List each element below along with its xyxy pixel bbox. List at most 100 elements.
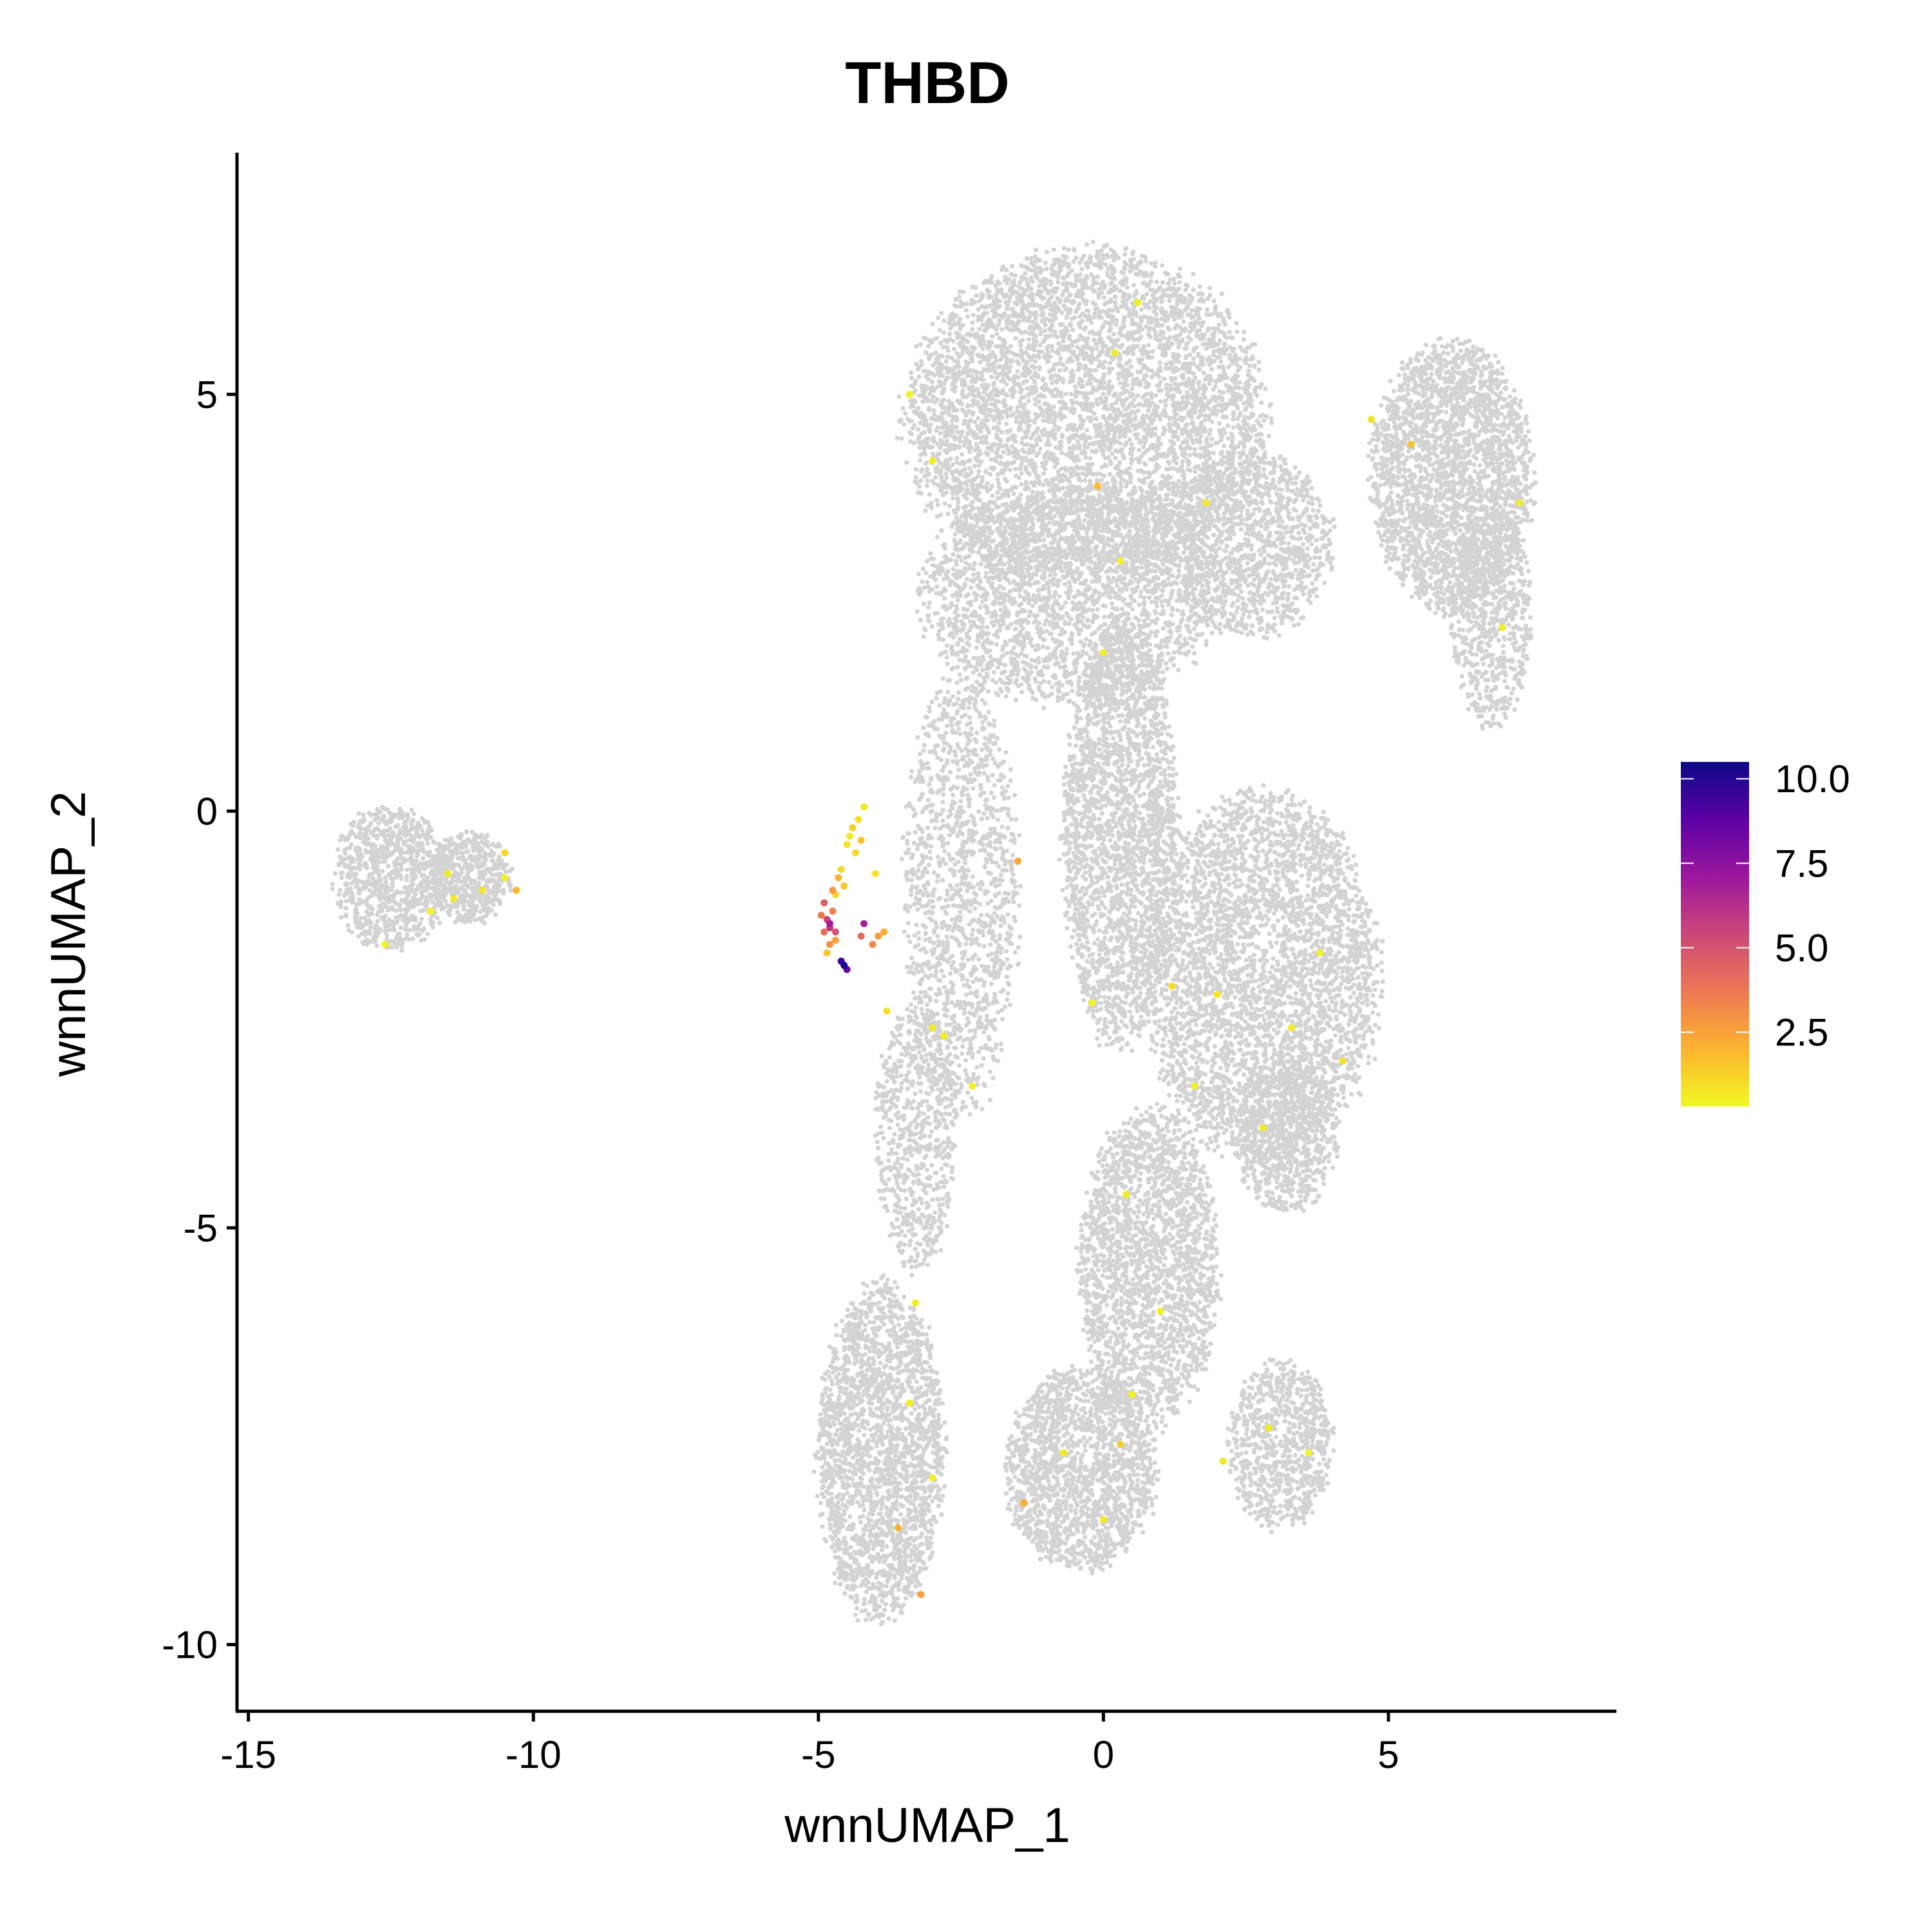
- cell-point-background: [1050, 381, 1055, 386]
- cell-point-background: [1204, 374, 1209, 379]
- cell-point-background: [1121, 368, 1127, 374]
- cell-point-background: [1004, 306, 1009, 311]
- cell-point-background: [1014, 359, 1019, 364]
- cell-point-background: [1094, 346, 1099, 351]
- cell-point-background: [1094, 262, 1099, 267]
- cell-point-background: [1103, 320, 1108, 325]
- cell-point-background: [1104, 252, 1110, 258]
- cell-point-background: [1201, 370, 1206, 375]
- cell-point-background: [1050, 454, 1056, 459]
- cell-point-background: [1139, 453, 1144, 459]
- cell-point-background: [1003, 443, 1009, 448]
- cell-point-background: [1220, 316, 1226, 321]
- cell-point-background: [941, 345, 946, 350]
- cell-point-background: [1157, 360, 1162, 365]
- cell-point-background: [1006, 448, 1012, 453]
- cell-point-background: [1187, 453, 1192, 458]
- cell-point-background: [996, 304, 1001, 309]
- cell-point-background: [998, 289, 1003, 294]
- cell-point-background: [1220, 414, 1226, 419]
- cell-point-background: [1121, 319, 1126, 325]
- cell-point-background: [909, 401, 914, 406]
- cell-point-background: [1071, 300, 1076, 305]
- cell-point-background: [1020, 448, 1025, 453]
- cell-point-background: [967, 466, 972, 471]
- cell-point-background: [979, 459, 984, 464]
- cell-point-background: [1121, 398, 1127, 403]
- cell-point-background: [1061, 245, 1066, 251]
- cell-point-background: [1101, 392, 1106, 397]
- cell-point-background: [1124, 285, 1130, 290]
- cell-point-background: [1043, 260, 1048, 265]
- cell-point-background: [934, 360, 940, 365]
- cell-point-background: [998, 461, 1003, 466]
- cell-point-background: [1001, 379, 1007, 384]
- cell-point-background: [1021, 276, 1027, 281]
- cell-point-background: [1106, 390, 1112, 395]
- cell-point-background: [967, 368, 972, 373]
- cell-point-background: [921, 412, 926, 417]
- cell-point-background: [1111, 332, 1117, 337]
- cell-point-background: [1112, 258, 1117, 263]
- cell-point-background: [1118, 480, 1123, 486]
- cell-point-background: [995, 393, 1000, 398]
- cell-point-background: [1183, 287, 1188, 292]
- cell-point-background: [992, 388, 998, 393]
- cell-point-background: [1121, 271, 1126, 276]
- cell-point-background: [1247, 363, 1252, 368]
- cell-point-background: [945, 511, 951, 517]
- cell-point-background: [1174, 335, 1179, 340]
- cell-point-background: [927, 408, 932, 413]
- cell-point-background: [925, 436, 931, 441]
- cell-point-background: [1214, 310, 1219, 316]
- cell-point-background: [1063, 474, 1068, 479]
- cell-point-background: [1221, 522, 1226, 528]
- cell-point-background: [917, 445, 922, 450]
- cell-point-background: [1195, 306, 1200, 311]
- cell-point-background: [1077, 314, 1083, 319]
- cell-point-background: [1061, 258, 1066, 263]
- cell-point-background: [1094, 434, 1099, 439]
- cell-point-background: [1085, 445, 1090, 450]
- cell-point-background: [1213, 384, 1218, 389]
- cell-point-background: [969, 374, 974, 379]
- cell-point-background: [1225, 455, 1230, 461]
- cell-point-background: [1085, 336, 1090, 341]
- cell-point-background: [1184, 440, 1189, 445]
- cell-point-background: [1113, 413, 1119, 419]
- cell-point-background: [1081, 383, 1086, 389]
- cell-point-background: [1135, 403, 1141, 408]
- cell-point-background: [1267, 403, 1273, 408]
- cell-point-background: [987, 408, 993, 413]
- cell-point-background: [1117, 356, 1122, 361]
- cell-point-background: [1105, 270, 1110, 275]
- cell-point-background: [1003, 392, 1008, 397]
- cell-point-background: [1044, 266, 1049, 271]
- cell-point-background: [918, 490, 923, 496]
- cell-point-background: [1130, 330, 1135, 336]
- cell-point-background: [955, 375, 960, 381]
- cell-point-background: [1099, 464, 1104, 470]
- cell-point-background: [987, 303, 992, 309]
- cell-point-background: [1211, 298, 1217, 303]
- cell-point-background: [1132, 485, 1137, 490]
- cell-point-background: [1251, 356, 1256, 361]
- cell-point-background: [1139, 479, 1144, 484]
- cell-point-background: [1168, 335, 1173, 340]
- cell-point-background: [1117, 460, 1122, 465]
- cell-point-background: [1139, 469, 1144, 474]
- cell-point-background: [1043, 334, 1049, 339]
- cell-point-background: [961, 289, 966, 294]
- cell-point-background: [1026, 428, 1031, 433]
- cell-point-background: [1032, 254, 1038, 259]
- cell-point-background: [1057, 479, 1062, 484]
- cell-point-background: [1045, 438, 1050, 443]
- cell-point-background: [1242, 421, 1247, 427]
- cell-point-background: [1212, 404, 1217, 410]
- cell-point-background: [1010, 263, 1015, 269]
- cell-point-background: [1163, 350, 1168, 356]
- cell-point-background: [1264, 413, 1269, 419]
- cell-point-background: [989, 363, 994, 368]
- cell-point-background: [1078, 478, 1083, 483]
- cell-point-background: [1052, 288, 1057, 293]
